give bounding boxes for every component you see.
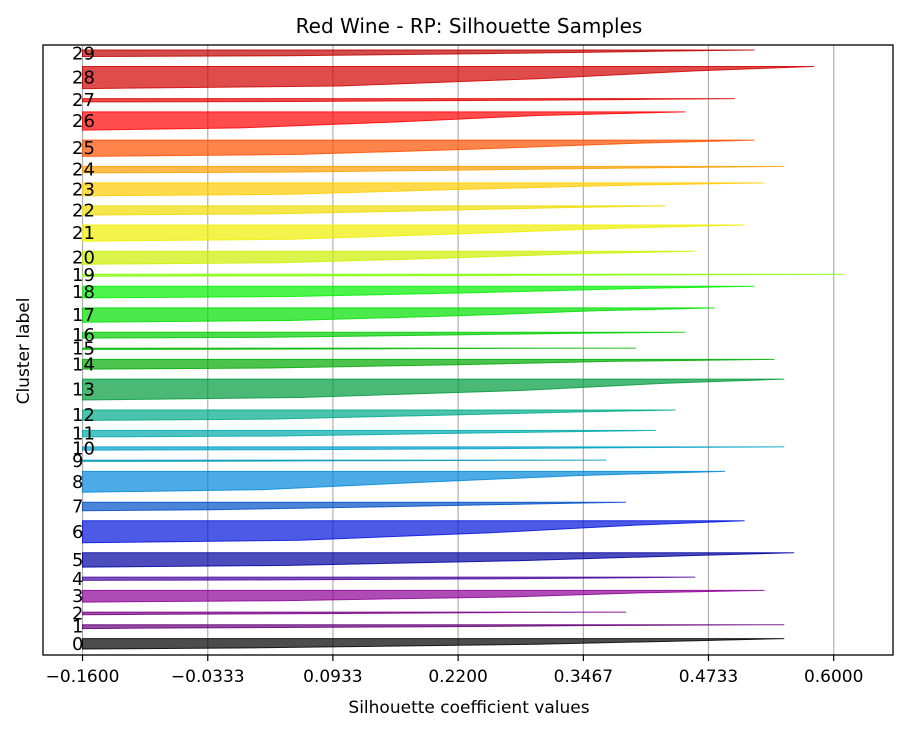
- x-tick-label-2: 0.0933: [303, 667, 362, 687]
- cluster-8-label: 8: [72, 472, 83, 493]
- cluster-2-label: 2: [72, 603, 83, 624]
- cluster-23-label: 23: [72, 179, 95, 200]
- cluster-22-label: 22: [72, 200, 95, 221]
- cluster-24-silhouette: [82, 165, 785, 174]
- cluster-7-label: 7: [72, 497, 83, 518]
- cluster-10-silhouette: [82, 446, 785, 451]
- cluster-20-label: 20: [72, 248, 95, 269]
- cluster-29-label: 29: [72, 43, 95, 64]
- cluster-26-label: 26: [72, 111, 95, 132]
- cluster-8-silhouette: [82, 470, 726, 493]
- x-tick-label-5: 0.4733: [679, 667, 738, 687]
- cluster-12-silhouette: [82, 409, 676, 421]
- cluster-21-label: 21: [72, 223, 95, 244]
- cluster-2-silhouette: [82, 611, 627, 616]
- cluster-4-silhouette: [82, 576, 696, 581]
- cluster-0-silhouette: [82, 638, 785, 650]
- cluster-17-label: 17: [72, 305, 95, 326]
- x-tick-label-6: 0.6000: [804, 667, 863, 687]
- x-tick-label-3: 0.2200: [428, 667, 487, 687]
- plot-frame: [42, 44, 894, 656]
- cluster-16-silhouette: [82, 331, 686, 339]
- x-tick-label-4: 0.3467: [554, 667, 613, 687]
- cluster-13-label: 13: [72, 380, 95, 401]
- x-axis-label: Silhouette coefficient values: [348, 698, 589, 718]
- cluster-18-label: 18: [72, 282, 95, 303]
- cluster-14-silhouette: [82, 358, 775, 370]
- cluster-11-label: 11: [72, 424, 95, 445]
- x-tick-label-0: −0.1600: [46, 667, 120, 687]
- cluster-5-label: 5: [72, 550, 83, 571]
- chart-title: Red Wine - RP: Silhouette Samples: [296, 14, 643, 38]
- cluster-19-label: 19: [72, 265, 95, 286]
- cluster-0-label: 0: [72, 634, 83, 655]
- cluster-6-label: 6: [72, 522, 83, 543]
- cluster-19-silhouette: [82, 273, 844, 277]
- cluster-7-silhouette: [82, 501, 627, 512]
- x-tick-label-1: −0.0333: [171, 667, 245, 687]
- cluster-13-silhouette: [82, 378, 785, 401]
- cluster-6-silhouette: [82, 520, 745, 544]
- cluster-29-silhouette: [82, 49, 755, 58]
- cluster-12-label: 12: [72, 405, 95, 426]
- cluster-21-silhouette: [82, 224, 745, 242]
- cluster-1-silhouette: [82, 624, 785, 630]
- cluster-22-silhouette: [82, 205, 666, 216]
- cluster-26-silhouette: [82, 111, 686, 131]
- cluster-10-label: 10: [72, 439, 95, 460]
- cluster-16-label: 16: [72, 325, 95, 346]
- cluster-20-silhouette: [82, 250, 696, 265]
- cluster-27-label: 27: [72, 90, 95, 111]
- cluster-11-silhouette: [82, 429, 656, 438]
- cluster-4-label: 4: [72, 569, 83, 590]
- cluster-28-label: 28: [72, 68, 95, 89]
- cluster-17-silhouette: [82, 307, 716, 323]
- y-axis-label: Cluster label: [14, 298, 34, 405]
- cluster-15-silhouette: [82, 347, 637, 350]
- cluster-9-silhouette: [82, 459, 607, 462]
- cluster-3-label: 3: [72, 586, 83, 607]
- cluster-27-silhouette: [82, 98, 735, 103]
- cluster-18-silhouette: [82, 285, 755, 299]
- cluster-3-silhouette: [82, 589, 765, 603]
- cluster-9-label: 9: [72, 451, 83, 472]
- cluster-15-label: 15: [72, 339, 95, 360]
- cluster-1-label: 1: [72, 617, 83, 638]
- cluster-5-silhouette: [82, 552, 795, 568]
- cluster-23-silhouette: [82, 182, 765, 197]
- cluster-24-label: 24: [72, 160, 95, 181]
- cluster-14-label: 14: [72, 354, 95, 375]
- cluster-25-label: 25: [72, 138, 95, 159]
- plot-area: 0123456789101112131415161718192021222324…: [42, 43, 894, 687]
- cluster-25-silhouette: [82, 139, 755, 157]
- cluster-28-silhouette: [82, 66, 814, 90]
